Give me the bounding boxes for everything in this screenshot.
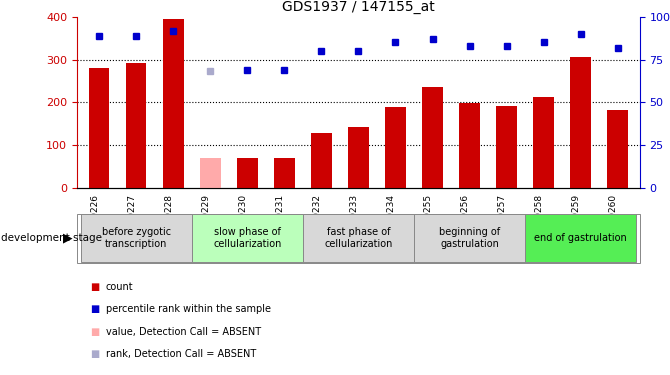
Text: before zygotic
transcription: before zygotic transcription [102, 227, 171, 249]
Text: rank, Detection Call = ABSENT: rank, Detection Call = ABSENT [106, 350, 256, 359]
Text: ■: ■ [90, 327, 100, 337]
Text: ■: ■ [90, 350, 100, 359]
Title: GDS1937 / 147155_at: GDS1937 / 147155_at [282, 0, 435, 15]
Bar [608, 110, 628, 188]
Bar [163, 19, 184, 188]
Bar [460, 104, 480, 188]
Text: beginning of
gastrulation: beginning of gastrulation [439, 227, 500, 249]
Bar [89, 68, 109, 188]
Bar [303, 214, 414, 262]
Bar [348, 127, 369, 188]
Bar [200, 158, 220, 188]
Bar [312, 133, 332, 188]
Bar [237, 158, 257, 188]
Bar [274, 159, 295, 188]
Bar [414, 214, 525, 262]
Text: percentile rank within the sample: percentile rank within the sample [106, 304, 271, 314]
Bar [496, 106, 517, 188]
Text: fast phase of
cellularization: fast phase of cellularization [324, 227, 393, 249]
Bar [570, 57, 591, 188]
Text: count: count [106, 282, 133, 292]
Bar [533, 97, 554, 188]
Text: ▶: ▶ [63, 232, 72, 244]
Bar [385, 107, 405, 188]
Bar [126, 63, 147, 188]
Text: value, Detection Call = ABSENT: value, Detection Call = ABSENT [106, 327, 261, 337]
Bar [192, 214, 303, 262]
Bar [81, 214, 192, 262]
Text: ■: ■ [90, 282, 100, 292]
Bar [422, 87, 443, 188]
Text: ■: ■ [90, 304, 100, 314]
Text: development stage: development stage [1, 233, 103, 243]
Bar [525, 214, 636, 262]
Text: end of gastrulation: end of gastrulation [534, 233, 627, 243]
Text: slow phase of
cellularization: slow phase of cellularization [213, 227, 281, 249]
